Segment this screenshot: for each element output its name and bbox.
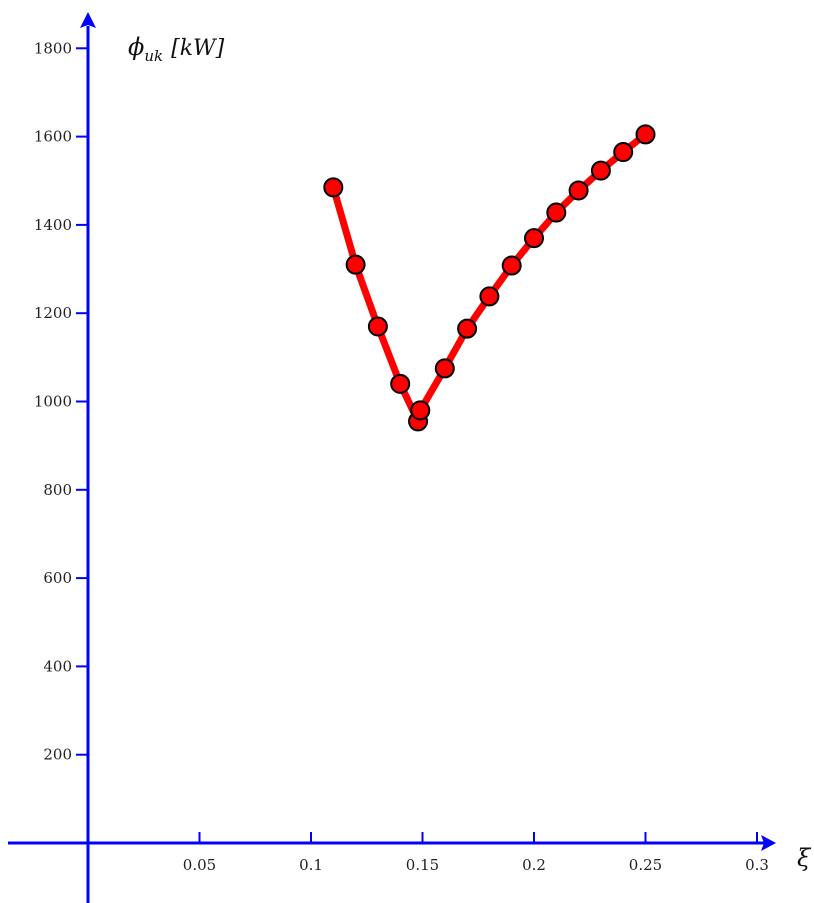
data-point (590, 160, 611, 181)
x-tick-label: 0.15 (406, 856, 439, 874)
y-axis-arrow (80, 12, 96, 28)
x-tick-label: 0.3 (745, 856, 769, 874)
y-tick-label: 600 (43, 569, 72, 587)
y-tick-label: 800 (43, 481, 72, 499)
data-point (345, 254, 366, 275)
data-point (457, 318, 478, 339)
x-tick-label: 0.25 (629, 856, 662, 874)
data-point (367, 316, 388, 337)
y-axis-title: ϕuk [kW] (128, 33, 225, 65)
data-point (390, 373, 411, 394)
data-point (323, 177, 344, 198)
x-tick-label: 0.1 (299, 856, 323, 874)
x-tick-label: 0.05 (183, 856, 216, 874)
y-tick-label: 1600 (34, 128, 72, 146)
y-tick-label: 1000 (34, 393, 72, 411)
data-point (635, 124, 656, 145)
y-tick-label: 200 (43, 746, 72, 764)
x-axis-title: ξ (797, 844, 812, 872)
y-axis-subscript: uk (144, 47, 163, 65)
y-axis-unit: [kW] (171, 36, 225, 61)
axes (8, 12, 776, 903)
y-tick-label: 1200 (34, 304, 72, 322)
x-axis-arrow (761, 835, 776, 851)
data-point (410, 400, 431, 421)
series-line (329, 130, 649, 425)
series-layer (323, 124, 656, 432)
y-axis-symbol: ϕ (128, 33, 144, 61)
data-point (546, 202, 567, 223)
data-point (479, 286, 500, 307)
data-point (524, 228, 544, 249)
data-point (434, 358, 455, 379)
y-tick-label: 400 (43, 657, 72, 675)
y-tick-label: 1800 (34, 39, 72, 57)
x-tick-label: 0.2 (522, 856, 546, 874)
data-point (568, 180, 589, 201)
data-point (613, 142, 634, 163)
y-tick-label: 1400 (34, 216, 72, 234)
data-point (501, 255, 522, 276)
y-ticks: 200 400 600 800 1000 1200 1400 1600 1800 (34, 39, 88, 764)
x-ticks: 0.05 0.1 0.15 0.2 0.25 0.3 (183, 832, 769, 874)
